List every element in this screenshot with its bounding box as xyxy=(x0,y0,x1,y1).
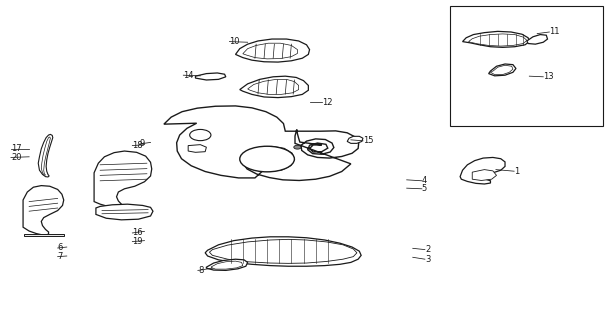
Text: 18: 18 xyxy=(132,141,143,150)
Text: 19: 19 xyxy=(132,237,143,246)
Text: 2: 2 xyxy=(425,245,430,254)
Text: 10: 10 xyxy=(229,37,240,46)
Polygon shape xyxy=(188,145,206,152)
Text: 4: 4 xyxy=(422,176,427,185)
Bar xyxy=(450,6,603,126)
Polygon shape xyxy=(209,239,357,263)
Polygon shape xyxy=(94,151,152,207)
Polygon shape xyxy=(490,65,513,75)
Text: 16: 16 xyxy=(132,228,143,237)
Text: 6: 6 xyxy=(58,244,63,252)
Polygon shape xyxy=(469,34,527,46)
Polygon shape xyxy=(236,39,310,62)
Text: 11: 11 xyxy=(549,28,560,36)
Polygon shape xyxy=(248,79,299,94)
Polygon shape xyxy=(240,76,308,98)
Circle shape xyxy=(294,145,301,149)
Text: 14: 14 xyxy=(183,71,194,80)
Polygon shape xyxy=(460,157,505,184)
Polygon shape xyxy=(164,106,359,180)
Ellipse shape xyxy=(240,146,294,172)
Polygon shape xyxy=(347,136,363,143)
Polygon shape xyxy=(243,43,297,59)
Text: 7: 7 xyxy=(58,252,63,261)
Text: 12: 12 xyxy=(322,98,332,107)
Text: 3: 3 xyxy=(425,255,430,264)
Polygon shape xyxy=(96,204,153,220)
Polygon shape xyxy=(463,31,529,47)
Polygon shape xyxy=(206,259,248,270)
Text: 13: 13 xyxy=(543,72,554,81)
Polygon shape xyxy=(472,170,497,180)
Polygon shape xyxy=(211,261,243,269)
Polygon shape xyxy=(489,64,516,76)
Ellipse shape xyxy=(189,130,211,141)
Text: 8: 8 xyxy=(198,266,203,275)
Text: 20: 20 xyxy=(11,153,21,162)
Polygon shape xyxy=(527,35,548,44)
Text: 15: 15 xyxy=(363,136,373,145)
Text: 17: 17 xyxy=(11,144,22,153)
Polygon shape xyxy=(38,134,53,177)
Polygon shape xyxy=(41,137,50,175)
Polygon shape xyxy=(195,73,226,80)
Polygon shape xyxy=(205,237,361,266)
Text: 1: 1 xyxy=(514,167,520,176)
Polygon shape xyxy=(23,186,64,235)
Text: 5: 5 xyxy=(422,184,427,193)
Polygon shape xyxy=(24,234,64,236)
Text: 9: 9 xyxy=(140,140,145,148)
